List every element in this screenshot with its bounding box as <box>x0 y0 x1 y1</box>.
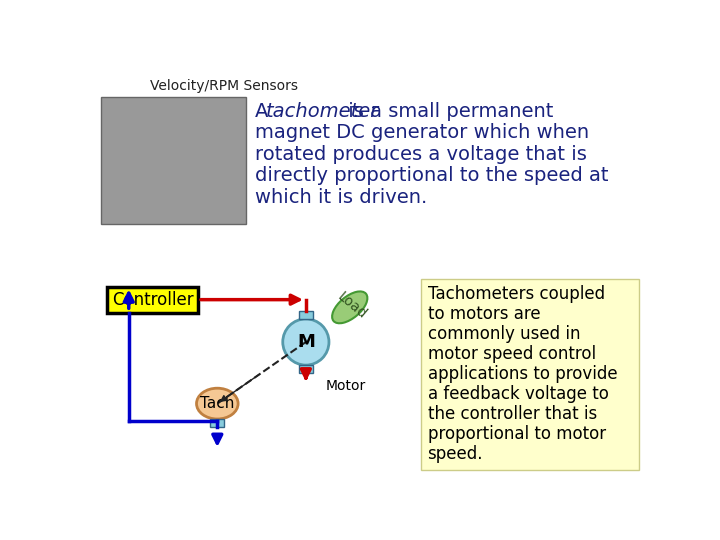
FancyBboxPatch shape <box>421 279 639 470</box>
Text: Controller: Controller <box>112 291 194 309</box>
Ellipse shape <box>197 388 238 419</box>
Text: which it is driven.: which it is driven. <box>255 188 427 207</box>
Text: motor speed control: motor speed control <box>428 345 595 363</box>
Text: commonly used in: commonly used in <box>428 325 580 343</box>
FancyBboxPatch shape <box>107 287 198 313</box>
FancyBboxPatch shape <box>101 97 246 224</box>
Text: tachometer: tachometer <box>266 102 379 121</box>
Text: applications to provide: applications to provide <box>428 365 617 383</box>
Text: M: M <box>297 333 315 351</box>
FancyBboxPatch shape <box>299 365 312 373</box>
Text: to motors are: to motors are <box>428 305 540 323</box>
Text: A: A <box>255 102 274 121</box>
Text: directly proportional to the speed at: directly proportional to the speed at <box>255 166 608 185</box>
Text: Tach: Tach <box>200 396 235 411</box>
Text: is a small permanent: is a small permanent <box>342 102 554 121</box>
Text: proportional to motor: proportional to motor <box>428 425 606 443</box>
Text: rotated produces a voltage that is: rotated produces a voltage that is <box>255 145 587 164</box>
Text: speed.: speed. <box>428 445 483 463</box>
FancyBboxPatch shape <box>299 311 312 319</box>
Text: the controller that is: the controller that is <box>428 405 597 423</box>
FancyBboxPatch shape <box>210 419 224 427</box>
Text: Tachometers coupled: Tachometers coupled <box>428 285 605 303</box>
Text: magnet DC generator which when: magnet DC generator which when <box>255 123 589 143</box>
Text: Velocity/RPM Sensors: Velocity/RPM Sensors <box>150 79 297 93</box>
Text: Motor: Motor <box>325 379 366 393</box>
Text: a feedback voltage to: a feedback voltage to <box>428 385 608 403</box>
Ellipse shape <box>332 292 367 323</box>
Circle shape <box>283 319 329 365</box>
Text: Load: Load <box>335 289 369 322</box>
